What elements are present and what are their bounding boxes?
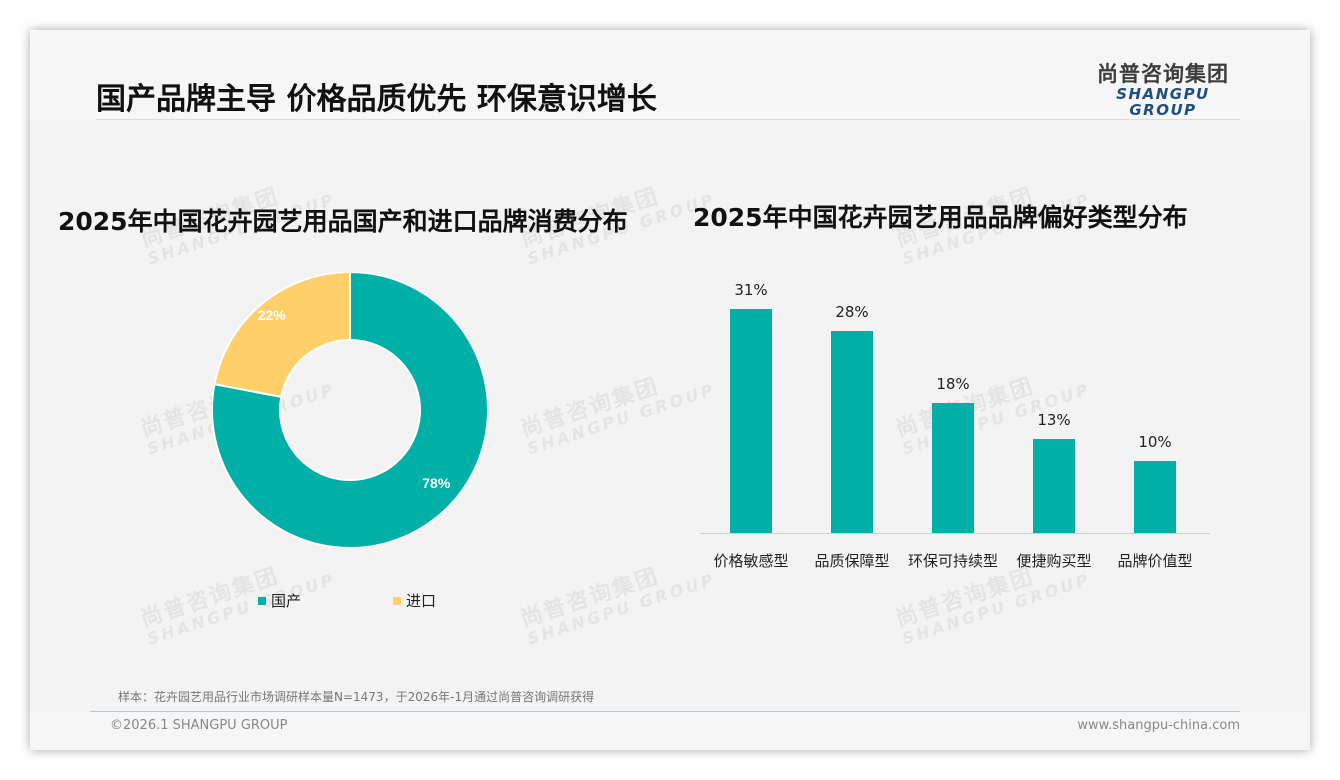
legend-label: 国产 [271, 592, 302, 610]
bar-category-label: 环保可持续型 [907, 552, 998, 570]
legend-item-import: 进口 [393, 590, 436, 611]
logo-en-text: SHANGPU GROUP [1116, 85, 1210, 119]
slide: 尚普咨询集团 SHANGPU GROUP 尚普咨询集团 SHANGPU GROUP … [30, 30, 1310, 750]
company-logo: 尚普咨询集团 SHANGPU GROUP [1088, 62, 1238, 118]
slice-label-import: 22% [258, 307, 287, 323]
legend-swatch-yellow [393, 596, 401, 605]
legend-label: 进口 [406, 592, 437, 610]
bar [831, 330, 873, 533]
bar-chart-title: 2025年中国花卉园艺用品品牌偏好类型分布 [693, 203, 1188, 232]
legend-item-domestic: 国产 [258, 590, 301, 611]
bar-category-label: 品牌价值型 [1117, 552, 1193, 570]
bar-value-label: 28% [835, 302, 869, 321]
donut-chart: 78% 22% [212, 272, 488, 548]
bar-category-label: 便捷购买型 [1016, 552, 1092, 570]
footer-divider [90, 711, 1240, 712]
sample-note: 样本：花卉园艺用品行业市场调研样本量N=1473，于2026年-1月通过尚普咨询… [118, 690, 595, 704]
bar-value-label: 18% [936, 374, 970, 393]
bar-value-label: 10% [1138, 432, 1172, 451]
legend-swatch-teal [258, 596, 266, 605]
bar-category-label: 品质保障型 [814, 552, 890, 570]
bar-chart: 31% 价格敏感型 28% 品质保障型 18% 环保可持续型 13% 便捷购买型 10% 品牌价值… [700, 280, 1210, 580]
copyright-text: ©2026.1 SHANGPU GROUP [110, 718, 288, 733]
bar [1033, 439, 1075, 533]
bar [730, 309, 772, 533]
donut-slice [212, 272, 488, 548]
bar [932, 402, 974, 533]
bar-value-label: 31% [734, 281, 768, 299]
website-link[interactable]: www.shangpu-china.com [1077, 718, 1240, 733]
title-divider [96, 119, 1240, 120]
footer-band [30, 712, 1310, 750]
bar [1134, 460, 1176, 533]
donut-slice [213, 272, 351, 399]
page-title: 国产品牌主导 价格品质优先 环保意识增长 [96, 82, 657, 117]
bar-value-label: 13% [1037, 411, 1071, 430]
donut-slices [212, 272, 488, 548]
slice-label-domestic: 78% [422, 475, 451, 491]
x-axis-line [700, 533, 1210, 534]
header-band [30, 30, 1310, 120]
bar-category-label: 价格敏感型 [713, 552, 789, 570]
donut-chart-title: 2025年中国花卉园艺用品国产和进口品牌消费分布 [58, 207, 628, 236]
logo-cn-text: 尚普咨询集团 [1097, 62, 1229, 86]
